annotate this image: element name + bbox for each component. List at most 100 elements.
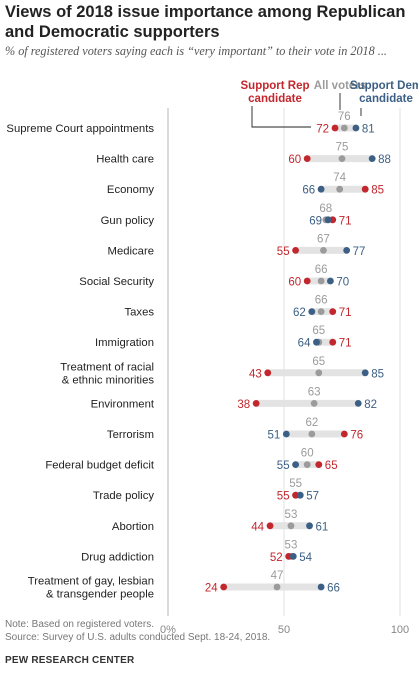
value-label-rep: 43 (249, 368, 262, 380)
note-text: Note: Based on registered voters. (5, 619, 154, 630)
legend-rep-label: candidate (248, 93, 302, 105)
value-label-rep: 55 (277, 491, 290, 503)
chart-subtitle: % of registered voters saying each is “v… (5, 44, 387, 58)
dot-dem (361, 369, 369, 377)
value-label-rep: 65 (325, 460, 338, 472)
dot-all-voters (273, 583, 281, 591)
dot-all-voters (317, 277, 325, 285)
dot-all-voters (340, 124, 348, 132)
dot-rep (361, 185, 369, 193)
value-label-dem: 66 (327, 583, 340, 595)
value-label-all: 67 (317, 233, 330, 245)
dot-dem (308, 308, 316, 315)
dot-all-voters (336, 185, 344, 193)
dot-dem (306, 522, 313, 530)
category-label: Economy (107, 184, 154, 196)
value-label-dem: 57 (306, 491, 319, 503)
value-label-dem: 61 (316, 521, 329, 533)
dot-all-voters (320, 247, 327, 254)
dot-all-voters (287, 522, 295, 530)
value-label-all: 60 (301, 448, 314, 460)
dot-dem (368, 155, 376, 163)
value-label-rep: 38 (237, 399, 250, 411)
legend-rep-leader (251, 106, 312, 128)
legend-dem-label: candidate (359, 93, 413, 105)
dot-dem (292, 461, 299, 468)
value-label-all: 75 (336, 142, 349, 154)
dot-rep (266, 522, 274, 530)
category-label: Taxes (124, 307, 154, 319)
value-label-dem: 66 (302, 185, 315, 197)
category-label: Federal budget deficit (45, 460, 155, 472)
dot-all-voters (315, 369, 323, 377)
dot-all-voters (317, 308, 325, 315)
dot-rep (252, 400, 260, 407)
dot-dem (282, 430, 290, 438)
legend-all-label: All voters (314, 80, 366, 92)
value-label-rep: 71 (339, 338, 352, 350)
organization-name: PEW RESEARCH CENTER (5, 655, 135, 666)
source-text: Source: Survey of U.S. adults conducted … (5, 632, 271, 643)
value-label-all: 66 (315, 264, 328, 276)
dot-rep (264, 369, 272, 377)
legend-dem-label: Support Dem (350, 80, 418, 92)
category-label: Terrorism (107, 429, 154, 441)
value-label-dem: 88 (378, 154, 391, 166)
category-label: Health care (96, 154, 154, 166)
category-label: Supreme Court appointments (6, 123, 154, 135)
dot-rep (340, 430, 348, 438)
value-label-dem: 77 (353, 246, 366, 258)
value-label-all: 53 (285, 539, 298, 551)
value-label-rep: 76 (350, 430, 363, 442)
value-label-all: 68 (319, 203, 332, 215)
dot-dem (324, 216, 332, 224)
value-label-dem: 54 (299, 552, 312, 564)
category-label: & ethnic minorities (62, 374, 155, 386)
value-label-dem: 51 (268, 430, 281, 442)
category-label: Immigration (95, 337, 154, 349)
dot-all-voters (338, 155, 346, 163)
category-label: Social Security (79, 276, 154, 288)
category-label: Gun policy (101, 215, 155, 227)
value-label-dem: 55 (277, 460, 290, 472)
value-label-all: 63 (308, 386, 321, 398)
value-label-rep: 72 (316, 124, 329, 136)
value-label-rep: 52 (270, 552, 283, 564)
dot-dem (352, 124, 360, 132)
dot-dem (296, 491, 304, 499)
value-label-rep: 60 (288, 277, 301, 289)
value-label-all: 76 (338, 111, 351, 123)
dot-rep (303, 277, 311, 285)
value-label-all: 74 (333, 172, 346, 184)
dot-rep (220, 583, 228, 591)
value-label-all: 55 (289, 478, 302, 490)
dot-dem (313, 338, 320, 346)
value-label-rep: 44 (251, 521, 264, 533)
value-label-rep: 60 (288, 154, 301, 166)
chart-title: Views of 2018 issue importance among Rep… (5, 3, 406, 41)
value-label-dem: 85 (371, 368, 384, 380)
dot-rep (292, 247, 299, 254)
value-label-dem: 64 (298, 338, 311, 350)
value-label-rep: 85 (371, 185, 384, 197)
value-label-rep: 71 (339, 215, 352, 227)
dot-all-voters (308, 430, 316, 438)
dot-dem (327, 277, 334, 285)
dot-rep (329, 338, 337, 346)
category-label: & transgender people (46, 589, 154, 601)
dot-all-voters (310, 400, 318, 407)
dot-all-voters (303, 461, 311, 468)
category-label: Treatment of racial (60, 361, 154, 373)
value-label-dem: 81 (362, 124, 375, 136)
dot-dem (289, 553, 297, 560)
legend-rep-label: Support Rep (241, 80, 310, 92)
value-label-dem: 82 (364, 399, 377, 411)
dot-dem (317, 185, 325, 193)
category-label: Medicare (108, 245, 154, 257)
x-tick-label: 0% (160, 624, 176, 636)
category-label: Trade policy (93, 490, 154, 502)
dot-dem (354, 400, 362, 407)
value-label-rep: 71 (339, 307, 352, 319)
value-label-rep: 24 (205, 583, 218, 595)
